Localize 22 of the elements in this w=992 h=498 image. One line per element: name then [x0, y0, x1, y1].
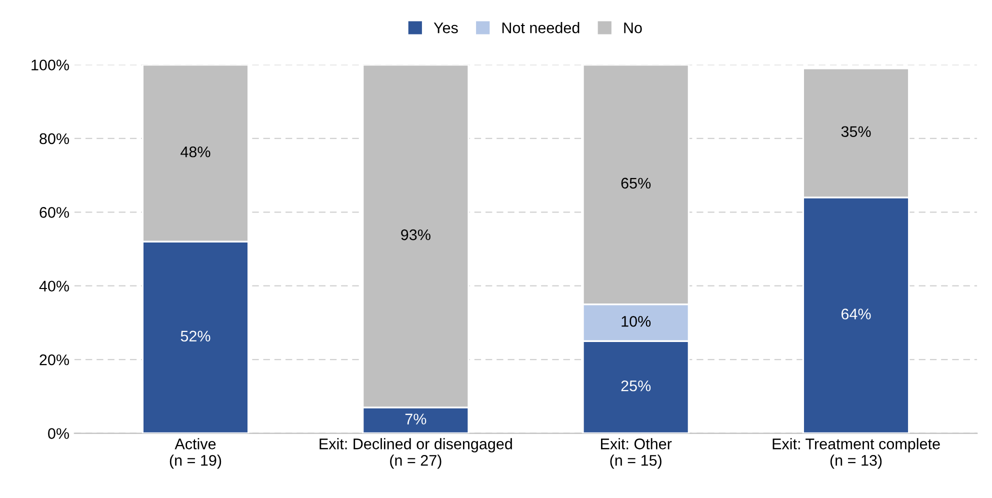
x-tick-label: Exit: Treatment complete (n = 13) — [772, 438, 940, 469]
y-tick-label: 60% — [40, 207, 69, 218]
data-label: 64% — [842, 308, 871, 320]
data-label: 7% — [405, 414, 426, 424]
y-tick-label: 0% — [48, 428, 69, 439]
x-tick-label: Exit: Other (n = 15) — [601, 438, 672, 469]
data-label: 65% — [621, 178, 651, 189]
x-tick-label: Active (n = 19) — [170, 438, 222, 469]
data-label: 10% — [622, 316, 651, 327]
data-label: 93% — [401, 229, 430, 240]
legend-label: No — [624, 22, 642, 34]
data-label: 25% — [621, 380, 651, 392]
y-tick-label: 100% — [32, 60, 69, 70]
data-label: 52% — [180, 330, 210, 342]
y-tick-label: 20% — [40, 354, 69, 366]
y-tick-label: 80% — [40, 133, 69, 144]
x-tick-label: Exit: Declined or disengaged (n = 27) — [320, 438, 512, 469]
y-tick-label: 40% — [39, 280, 69, 292]
legend-label: Yes — [434, 22, 458, 34]
data-label: 35% — [841, 126, 871, 138]
legend-label: Not needed — [502, 22, 580, 34]
data-label: 48% — [180, 146, 210, 158]
